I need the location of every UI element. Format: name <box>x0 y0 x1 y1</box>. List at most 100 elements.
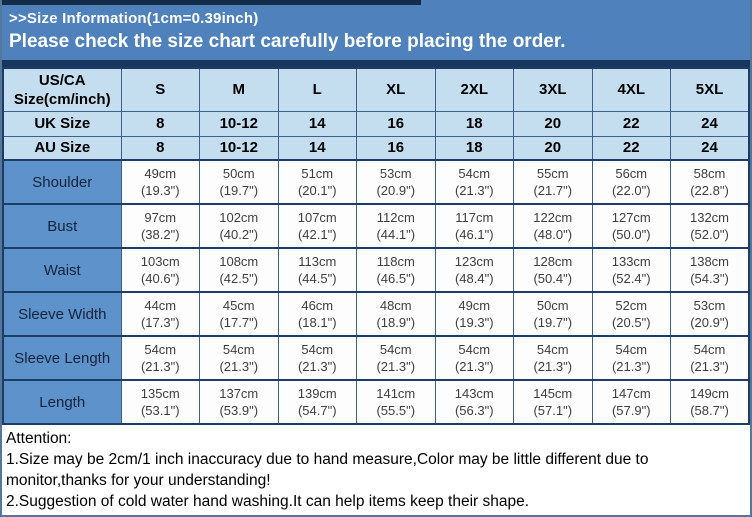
banner-subtitle: Please check the size chart carefully be… <box>9 31 566 52</box>
banner-divider <box>2 60 750 67</box>
measure-cell: 141cm (55.5") <box>356 379 436 425</box>
measure-cell: 49cm (19.3") <box>434 291 514 337</box>
measure-cell: 133cm (52.4") <box>591 247 671 293</box>
size-col-header: L <box>277 67 357 112</box>
cm-value: 141cm <box>376 386 416 401</box>
inch-value: (44.5") <box>297 271 337 286</box>
cm-value: 117cm <box>455 210 494 225</box>
measure-cell: 55cm (21.7") <box>513 159 593 205</box>
inch-value: (21.3") <box>454 359 494 374</box>
measure-label: Waist <box>2 247 122 293</box>
measure-label: Length <box>2 379 122 425</box>
measure-cell: 118cm (46.5") <box>356 247 436 293</box>
uk-size-value: 8 <box>120 110 200 137</box>
uk-size-value: 10-12 <box>199 110 279 137</box>
au-size-label: AU Size <box>2 135 122 161</box>
cm-value: 135cm <box>140 386 180 401</box>
attention-title: Attention: <box>6 430 72 447</box>
size-col-header: 4XL <box>591 67 671 112</box>
cm-value: 51cm <box>301 166 334 181</box>
measure-cell: 147cm (57.9") <box>591 379 671 425</box>
cm-value: 50cm <box>222 166 255 181</box>
cm-value: 54cm <box>301 342 334 357</box>
header-corner-line2: Size(cm/inch) <box>13 90 111 108</box>
measure-cell: 46cm (18.1") <box>277 291 357 337</box>
inch-value: (38.2") <box>140 227 180 242</box>
measure-cell: 107cm (42.1") <box>277 203 357 249</box>
inch-value: (20.1") <box>297 183 337 198</box>
cm-value: 147cm <box>611 386 651 401</box>
inch-value: (20.9") <box>376 183 416 198</box>
measure-cell: 128cm (50.4") <box>513 247 593 293</box>
inch-value: (50.4") <box>533 271 573 286</box>
inch-value: (19.3") <box>140 183 180 198</box>
measure-cell: 113cm (44.5") <box>277 247 357 293</box>
inch-value: (52.4") <box>611 271 651 286</box>
size-col-header: 5XL <box>670 67 750 112</box>
measure-cell: 112cm (44.1") <box>356 203 436 249</box>
size-table: US/CA Size(cm/inch) S M L XL 2XL 3XL 4XL… <box>2 67 750 425</box>
uk-size-row: UK Size 8 10-12 14 16 18 20 22 24 <box>2 110 750 137</box>
inch-value: (57.9") <box>611 403 651 418</box>
measure-label: Sleeve Length <box>2 335 122 381</box>
cm-value: 46cm <box>301 298 334 313</box>
measure-cell: 54cm (21.3") <box>434 159 514 205</box>
inch-value: (21.7") <box>533 183 573 198</box>
cm-value: 54cm <box>536 342 569 357</box>
cm-value: 122cm <box>533 210 573 225</box>
inch-value: (52.0") <box>690 227 729 242</box>
inch-value: (18.1") <box>297 315 337 330</box>
measure-cell: 51cm (20.1") <box>277 159 357 205</box>
cm-value: 138cm <box>689 254 730 269</box>
inch-value: (19.3") <box>454 315 494 330</box>
inch-value: (21.3") <box>297 359 337 374</box>
cm-value: 48cm <box>379 298 412 313</box>
uk-size-label: UK Size <box>2 110 122 137</box>
cm-value: 44cm <box>144 298 177 313</box>
measure-cell: 122cm (48.0") <box>513 203 593 249</box>
cm-value: 128cm <box>533 254 573 269</box>
au-size-value: 10-12 <box>199 135 279 161</box>
uk-size-value: 22 <box>591 110 671 137</box>
cm-value: 107cm <box>297 210 337 225</box>
inch-value: (42.5") <box>219 271 259 286</box>
inch-value: (21.3") <box>219 359 259 374</box>
measure-cell: 108cm (42.5") <box>199 247 279 293</box>
cm-value: 56cm <box>615 166 648 181</box>
measure-cell: 135cm (53.1") <box>120 379 200 425</box>
cm-value: 132cm <box>689 210 730 225</box>
inch-value: (57.1") <box>533 403 573 418</box>
inch-value: (48.4") <box>454 271 494 286</box>
measure-cell: 45cm (17.7") <box>199 291 279 337</box>
cm-value: 54cm <box>458 342 491 357</box>
measure-row-shoulder: Shoulder 49cm (19.3") 50cm (19.7") 51cm (20… <box>2 159 750 205</box>
cm-value: 58cm <box>693 166 726 181</box>
cm-value: 52cm <box>615 298 648 313</box>
cm-value: 123cm <box>454 254 494 269</box>
cm-value: 139cm <box>297 386 337 401</box>
cm-value: 49cm <box>458 298 491 313</box>
measure-cell: 54cm (21.3") <box>591 335 671 381</box>
header-row: US/CA Size(cm/inch) S M L XL 2XL 3XL 4XL… <box>2 67 750 112</box>
cm-value: 143cm <box>454 386 494 401</box>
banner: >>Size Information(1cm=0.39inch) Please … <box>2 5 750 60</box>
cm-value: 149cm <box>689 386 730 401</box>
size-col-header: XL <box>356 67 436 112</box>
measure-cell: 44cm (17.3") <box>120 291 200 337</box>
cm-value: 53cm <box>693 298 726 313</box>
measure-cell: 54cm (21.3") <box>120 335 200 381</box>
size-col-header: 3XL <box>513 67 593 112</box>
inch-value: (19.7") <box>219 183 259 198</box>
measure-row-waist: Waist 103cm (40.6") 108cm (42.5") 113cm (44… <box>2 247 750 293</box>
inch-value: (19.7") <box>533 315 573 330</box>
inch-value: (55.5") <box>376 403 416 418</box>
inch-value: (48.0") <box>533 227 573 242</box>
measure-row-sleeve-length: Sleeve Length 54cm (21.3") 54cm (21.3") 54… <box>2 335 750 381</box>
inch-value: (18.9") <box>376 315 416 330</box>
inch-value: (21.3") <box>690 359 729 374</box>
au-size-value: 16 <box>356 135 436 161</box>
cm-value: 103cm <box>140 254 180 269</box>
measure-cell: 138cm (54.3") <box>670 247 750 293</box>
inch-value: (53.9") <box>219 403 259 418</box>
cm-value: 50cm <box>536 298 569 313</box>
